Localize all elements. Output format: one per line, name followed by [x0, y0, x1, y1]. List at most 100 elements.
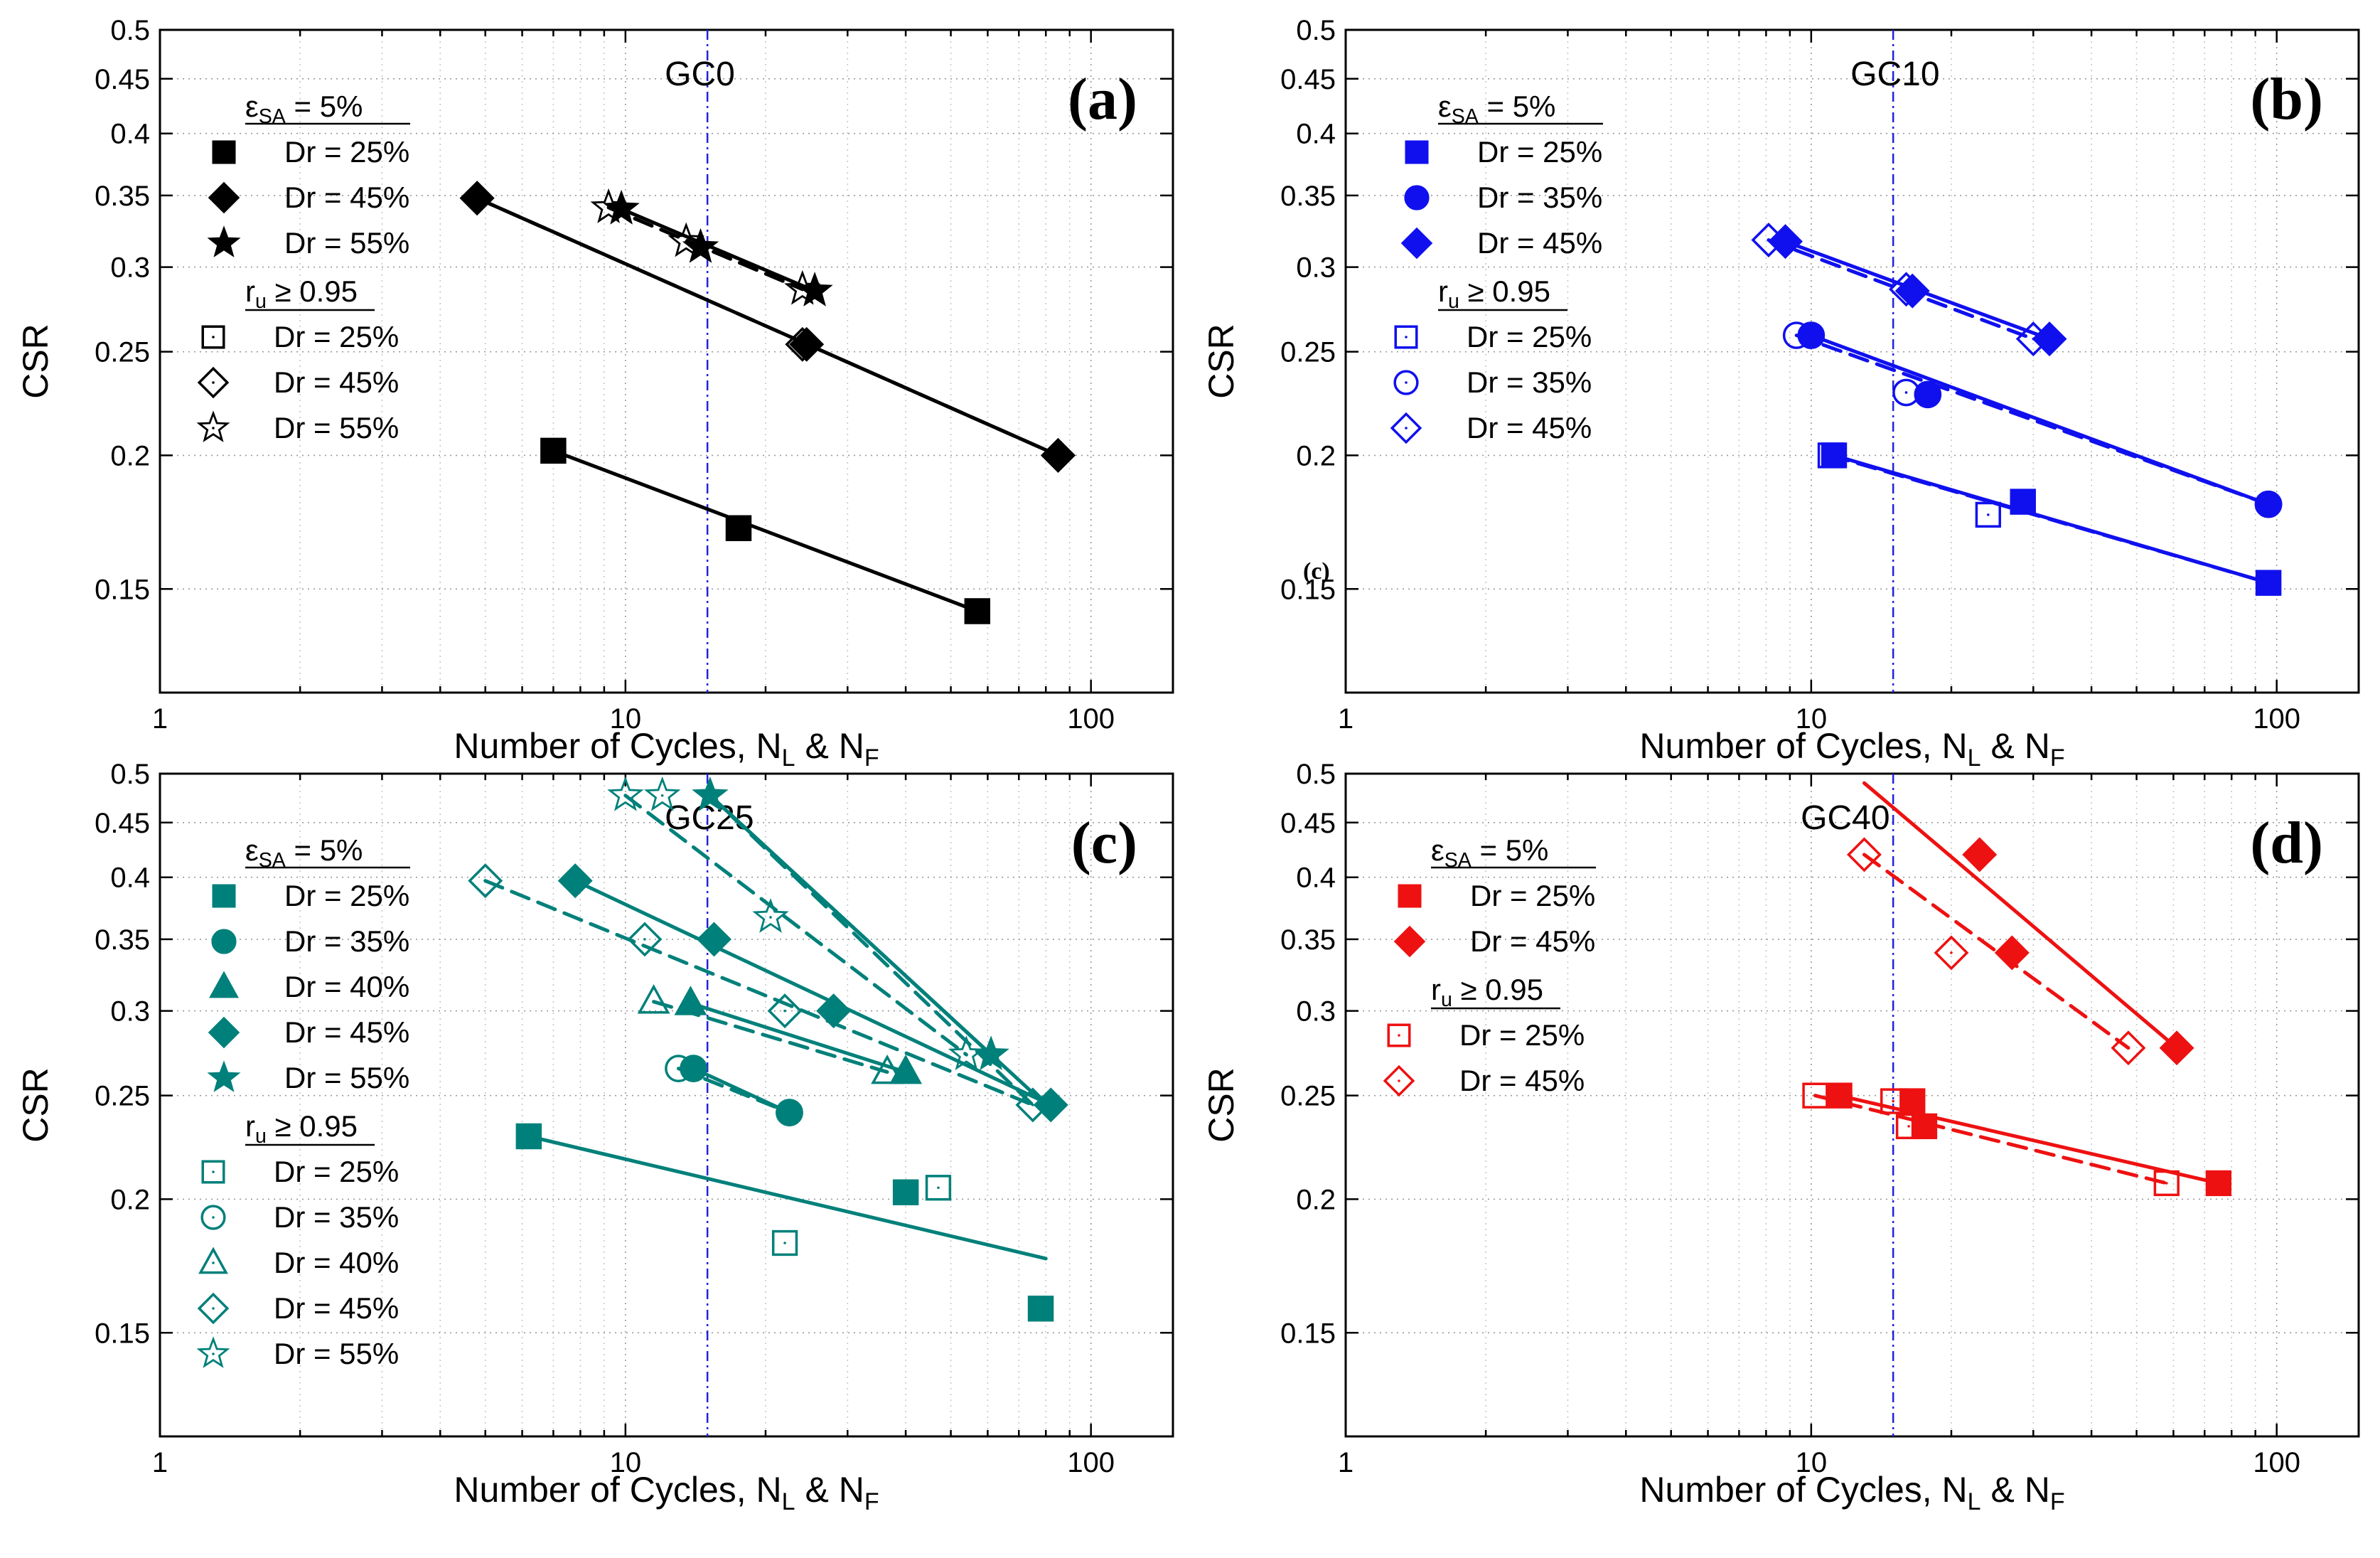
legend-marker-open-diamond-center-dot — [212, 1307, 215, 1310]
fit-line-solid — [551, 449, 980, 613]
legend-marker-open-square-center-dot — [1398, 1034, 1400, 1037]
y-tick-label: 0.15 — [95, 1318, 150, 1349]
data-point-filled-star — [692, 776, 729, 811]
legend-marker-filled-square — [1405, 140, 1429, 164]
data-point-open-triangle — [637, 984, 670, 1014]
data-point-open-star — [752, 898, 789, 933]
legend-marker-open-square — [1394, 325, 1418, 349]
chart-title: GC0 — [665, 55, 735, 93]
legend-marker-filled-square — [1398, 884, 1422, 908]
data-point-filled-square — [892, 1179, 919, 1205]
data-point-open-star — [643, 776, 681, 811]
legend-marker-open-diamond — [1383, 1065, 1415, 1097]
data-point-filled-diamond — [2032, 321, 2067, 357]
legend-marker-open-circle-center-dot — [1405, 381, 1408, 384]
y-tick-label: 0.35 — [1280, 181, 1336, 212]
data-point-filled-star — [603, 189, 640, 225]
y-tick-label: 0.3 — [1296, 996, 1336, 1028]
legend-label: Dr = 25% — [284, 879, 409, 912]
legend-header-strain: εSA = 5% — [245, 90, 363, 128]
x-axis-label: Number of Cycles, NL & NF — [454, 726, 879, 772]
y-tick-label: 0.2 — [110, 440, 150, 471]
x-axis-label: Number of Cycles, NL & NF — [1639, 726, 2064, 772]
data-point-open-star-center-dot — [965, 1053, 968, 1056]
y-tick-label: 0.5 — [1296, 759, 1336, 790]
y-tick-label: 0.25 — [1280, 337, 1336, 368]
legend-label: Dr = 55% — [284, 1061, 409, 1094]
x-tick-label: 1 — [152, 1447, 168, 1478]
legend-header-pore-pressure: ru ≥ 0.95 — [245, 1109, 358, 1148]
data-point-open-triangle — [871, 1054, 904, 1084]
data-point-open-diamond-center-dot — [1950, 951, 1953, 954]
legend-marker-open-diamond-center-dot — [1398, 1079, 1400, 1082]
x-tick-label: 100 — [1067, 703, 1115, 735]
y-tick-label: 0.5 — [1296, 15, 1336, 46]
panel-d: 1 10 100 0.15 0.2 0.25 0.3 0.35 0.4 0.45 0.5 Number… — [1201, 759, 2360, 1515]
data-point-open-circle-center-dot — [1904, 391, 1908, 394]
legend-marker-open-square — [1387, 1023, 1411, 1047]
data-point-open-star-center-dot — [660, 794, 664, 797]
legend: εSA = 5% Dr = 25% Dr = 35% Dr = 40% Dr = 45%… — [196, 833, 410, 1370]
y-tick-label: 0.35 — [95, 181, 150, 212]
legend-label: Dr = 35% — [1477, 181, 1602, 214]
data-markers — [1802, 837, 2232, 1197]
data-point-open-diamond — [767, 993, 803, 1029]
data-point-filled-square — [964, 598, 990, 624]
legend-marker-filled-diamond — [1393, 925, 1426, 958]
data-point-filled-square — [515, 1123, 542, 1150]
data-point-filled-star — [796, 272, 833, 306]
x-tick-label: 10 — [1796, 703, 1828, 735]
legend-marker-open-star-center-dot — [212, 427, 215, 429]
legend-marker-open-diamond — [197, 366, 230, 399]
y-tick-label: 0.4 — [1296, 863, 1336, 894]
data-point-open-star-center-dot — [769, 916, 772, 919]
y-tick-label: 0.4 — [1296, 119, 1336, 150]
legend-label: Dr = 45% — [274, 366, 399, 399]
data-point-filled-triangle — [889, 1054, 923, 1084]
legend-marker-filled-star — [207, 1060, 241, 1092]
fit-lines — [1767, 238, 2271, 585]
y-tick-label: 0.3 — [110, 252, 150, 284]
data-point-filled-diamond — [1040, 437, 1076, 473]
data-point-open-triangle-center-dot — [886, 1070, 889, 1074]
data-point-open-diamond-center-dot — [643, 938, 646, 941]
data-point-filled-circle — [1797, 321, 1826, 349]
legend-marker-open-square — [201, 1160, 225, 1184]
y-tick-label: 0.2 — [1296, 1184, 1336, 1215]
x-axis-label: Number of Cycles, NL & NF — [454, 1470, 879, 1515]
y-tick-label: 0.4 — [110, 119, 150, 150]
x-tick-label: 10 — [610, 703, 642, 735]
data-markers — [1751, 223, 2283, 596]
fit-line-solid — [527, 1134, 1048, 1261]
legend-marker-open-triangle — [198, 1247, 228, 1274]
data-point-filled-square — [2205, 1170, 2232, 1197]
legend-marker-open-circle — [200, 1205, 226, 1230]
fit-line-dashed — [623, 794, 968, 1057]
data-point-open-star — [607, 776, 644, 811]
legend-label: Dr = 35% — [274, 1200, 399, 1234]
data-point-open-star-center-dot — [624, 794, 627, 797]
y-tick-label: 0.35 — [1280, 924, 1336, 956]
fit-line-solid — [1838, 1094, 2221, 1185]
ticks — [159, 28, 1173, 693]
legend-label: Dr = 25% — [1459, 1018, 1585, 1052]
data-point-filled-diamond — [557, 863, 593, 899]
legend-marker-open-circle-center-dot — [212, 1216, 215, 1219]
data-point-open-square — [1975, 501, 2001, 528]
data-point-filled-square — [1027, 1296, 1054, 1322]
data-point-filled-square — [2010, 489, 2036, 515]
y-tick-label: 0.45 — [1280, 64, 1336, 95]
legend-label: Dr = 45% — [1467, 411, 1592, 444]
data-point-open-square-center-dot — [937, 1186, 940, 1190]
legend-header-pore-pressure: ru ≥ 0.95 — [245, 274, 358, 313]
data-point-filled-square — [1899, 1088, 1926, 1114]
data-point-open-square-center-dot — [1907, 1125, 1910, 1128]
data-point-filled-circle — [2254, 490, 2283, 518]
y-tick-label: 0.45 — [95, 64, 150, 95]
legend-label: Dr = 55% — [274, 411, 399, 444]
legend-marker-open-square-center-dot — [1405, 336, 1408, 338]
y-tick-label: 0.5 — [110, 759, 150, 790]
data-point-filled-diamond — [459, 181, 495, 216]
legend-label: Dr = 55% — [274, 1337, 399, 1370]
